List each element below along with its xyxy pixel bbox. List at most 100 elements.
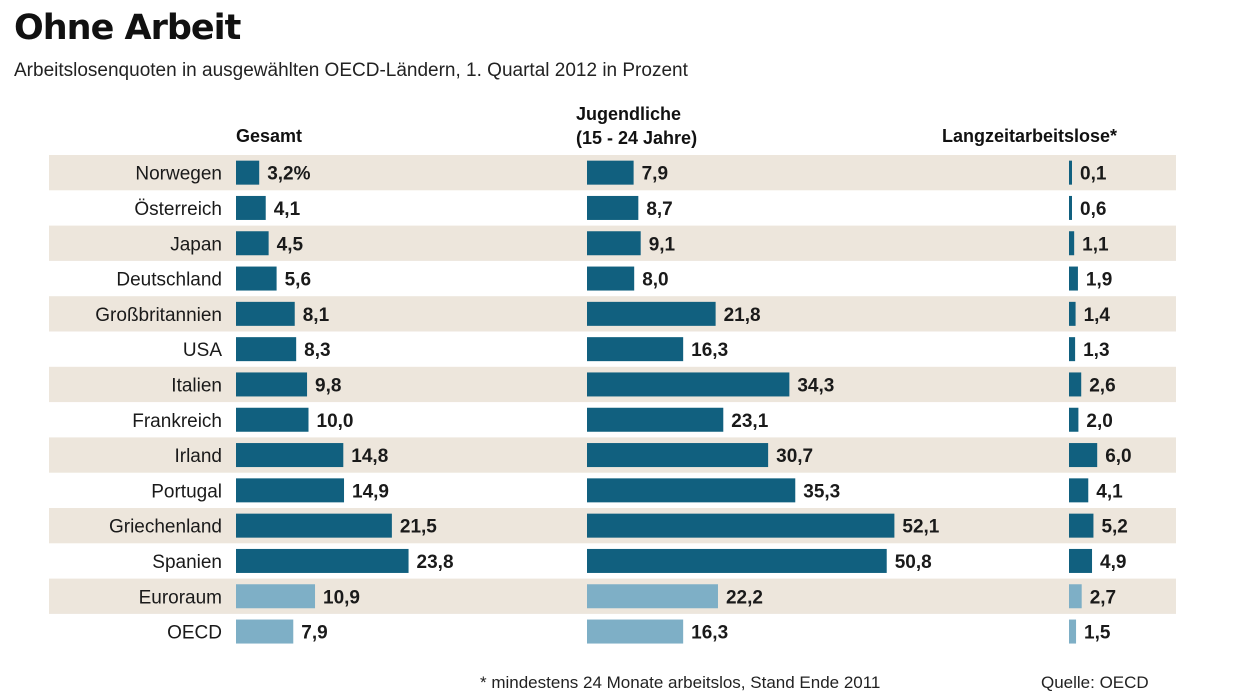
column-header-langzeit: Langzeitarbeitslose* <box>942 126 1118 146</box>
category-label: Norwegen <box>135 164 222 185</box>
category-label: Frankreich <box>132 411 222 432</box>
category-label: Irland <box>174 446 222 467</box>
data-label: 35,3 <box>803 481 840 502</box>
category-label: Großbritannien <box>95 305 222 326</box>
data-label: 0,6 <box>1080 199 1106 220</box>
data-label: 2,7 <box>1090 587 1116 608</box>
bar <box>236 619 294 644</box>
bar <box>236 513 392 538</box>
bar <box>236 160 260 185</box>
bar <box>1069 548 1093 573</box>
bar <box>1069 513 1094 538</box>
data-label: 4,5 <box>277 234 304 255</box>
category-label: Griechenland <box>109 517 222 538</box>
data-label: 1,1 <box>1082 234 1109 255</box>
data-label: 4,9 <box>1100 552 1126 573</box>
bar <box>236 301 295 326</box>
data-label: 23,1 <box>731 411 768 432</box>
data-label: 7,9 <box>301 623 327 644</box>
data-label: 1,3 <box>1083 340 1109 361</box>
column-header-gesamt: Gesamt <box>236 126 303 146</box>
data-label: 22,2 <box>726 587 763 608</box>
category-label: Japan <box>170 234 222 255</box>
data-label: 30,7 <box>776 446 813 467</box>
column-header-jugendliche: Jugendliche (15 - 24 Jahre) <box>576 102 697 150</box>
bar <box>236 337 297 362</box>
bar <box>587 372 790 397</box>
data-label: 1,9 <box>1086 270 1112 291</box>
bar <box>236 372 308 397</box>
data-label: 14,9 <box>352 481 389 502</box>
category-label: Italien <box>171 375 222 396</box>
bar <box>587 337 684 362</box>
data-label: 2,0 <box>1086 411 1112 432</box>
data-label: 14,8 <box>351 446 388 467</box>
data-label: 10,0 <box>317 411 354 432</box>
bar <box>1069 337 1076 362</box>
bar <box>236 231 269 256</box>
category-label: USA <box>183 340 222 361</box>
category-label: Spanien <box>152 552 222 573</box>
bar <box>236 443 344 468</box>
data-label: 10,9 <box>323 587 360 608</box>
data-label: 5,6 <box>285 270 311 291</box>
data-label: 9,1 <box>649 234 676 255</box>
bar <box>1069 195 1072 220</box>
data-label: 0,1 <box>1080 164 1107 185</box>
data-label: 6,0 <box>1105 446 1131 467</box>
bar <box>236 584 316 609</box>
bar <box>587 548 887 573</box>
category-label: Portugal <box>151 481 222 502</box>
data-label: 50,8 <box>895 552 932 573</box>
data-label: 23,8 <box>417 552 454 573</box>
bar <box>587 195 639 220</box>
footnote: * mindestens 24 Monate arbeitslos, Stand… <box>480 673 881 692</box>
data-label: 8,3 <box>304 340 330 361</box>
column-header-jugendliche-line1: Jugendliche <box>576 104 682 124</box>
bar <box>1069 372 1082 397</box>
bar <box>1069 231 1075 256</box>
bar <box>1069 301 1076 326</box>
column-header-jugendliche-line2: (15 - 24 Jahre) <box>576 128 698 148</box>
data-label: 5,2 <box>1101 517 1127 538</box>
bar <box>1069 443 1098 468</box>
bar <box>587 160 634 185</box>
category-label: OECD <box>167 623 222 644</box>
data-label: 3,2% <box>267 164 310 185</box>
bar <box>587 443 769 468</box>
category-label: Euroraum <box>139 587 222 608</box>
chart-subtitle: Arbeitslosenquoten in ausgewählten OECD-… <box>14 60 688 81</box>
bar <box>1069 478 1089 503</box>
data-label: 1,4 <box>1084 305 1111 326</box>
bar <box>1069 266 1078 291</box>
bar <box>236 548 409 573</box>
bar <box>587 619 684 644</box>
bar <box>236 407 309 432</box>
source-credit: Quelle: OECD <box>1041 673 1149 692</box>
data-label: 2,6 <box>1089 375 1115 396</box>
data-label: 9,8 <box>315 375 341 396</box>
bar <box>236 195 266 220</box>
bar <box>587 301 716 326</box>
category-label: Deutschland <box>116 270 222 291</box>
data-label: 52,1 <box>902 517 939 538</box>
data-label: 8,7 <box>646 199 672 220</box>
data-label: 8,0 <box>642 270 668 291</box>
data-label: 16,3 <box>691 340 728 361</box>
bar <box>587 513 895 538</box>
chart-title: Ohne Arbeit <box>14 8 241 48</box>
bar <box>587 584 718 609</box>
data-label: 21,5 <box>400 517 437 538</box>
data-label: 16,3 <box>691 623 728 644</box>
data-label: 34,3 <box>797 375 834 396</box>
bar <box>1069 407 1079 432</box>
data-label: 21,8 <box>724 305 761 326</box>
bar <box>1069 584 1082 609</box>
bar <box>587 231 641 256</box>
bar <box>236 266 277 291</box>
data-label: 8,1 <box>303 305 330 326</box>
data-label: 4,1 <box>1096 481 1123 502</box>
data-label: 4,1 <box>274 199 301 220</box>
bar <box>1069 160 1072 185</box>
